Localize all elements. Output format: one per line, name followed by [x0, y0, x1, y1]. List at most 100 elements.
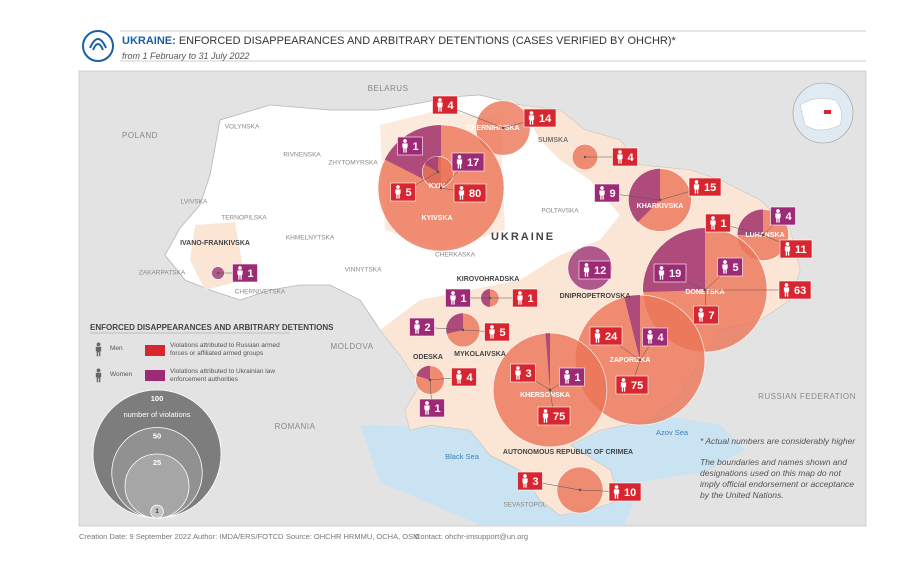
- title-text: ENFORCED DISAPPEARANCES AND ARBITRARY DE…: [178, 35, 676, 47]
- badge-value: 5: [500, 327, 506, 339]
- badge: [705, 213, 731, 233]
- badge-value: 3: [526, 368, 532, 380]
- region-sector-ukrainian: [416, 365, 430, 380]
- legend-title: ENFORCED DISAPPEARANCES AND ARBITRARY DE…: [90, 323, 334, 332]
- oblast-label: CHERKASKA: [435, 252, 476, 259]
- badge-value: 24: [605, 331, 618, 343]
- badge-value: 4: [628, 152, 635, 164]
- badge-value: 1: [575, 372, 581, 384]
- badge-value: 10: [624, 487, 636, 499]
- region-label: MYKOLAIVSKA: [454, 351, 506, 358]
- badge-value: 4: [448, 100, 455, 112]
- legend-size-label: 1: [155, 509, 159, 515]
- region-label: AUTONOMOUS REPUBLIC OF CRIMEA: [503, 449, 633, 456]
- badge-value: 7: [709, 310, 715, 322]
- un-emblem: [82, 30, 114, 62]
- un-emblem-wreath: [89, 38, 107, 51]
- legend-size-label: 25: [153, 458, 161, 467]
- badge-value: 2: [425, 322, 431, 334]
- leader-dot: [578, 488, 582, 492]
- badge-value: 1: [461, 293, 467, 305]
- region-label: CHERNIHIVSKA: [466, 125, 519, 132]
- region-label: KHERSONSKA: [520, 392, 570, 399]
- oblast-label: ZHYTOMYRSKA: [328, 160, 378, 167]
- leader-dot: [216, 271, 220, 275]
- leader-dot: [436, 170, 440, 174]
- badge-value: 63: [794, 285, 806, 297]
- legend-layer: 100 50 25 1 number of violations: [90, 332, 290, 519]
- leader-dot: [501, 126, 505, 130]
- oblast-label: TERNOPILSKA: [221, 215, 267, 222]
- region-sector-ukrainian: [446, 313, 463, 334]
- oblast-label: VOLYNSKA: [225, 124, 260, 131]
- badge-value: 4: [786, 211, 793, 223]
- region-label: KIROVOHRADSKA: [457, 276, 520, 283]
- region-label: KYIVSKA: [421, 215, 452, 222]
- legend-size-label: 50: [153, 431, 161, 440]
- inset-highlight: [824, 110, 831, 114]
- badge-value: 1: [435, 403, 441, 415]
- region-label: KYIV: [429, 183, 446, 190]
- badge: [612, 147, 638, 167]
- oblast-label: KHMELNYTSKA: [286, 235, 335, 242]
- badge: [390, 182, 416, 202]
- badge-value: 1: [528, 293, 534, 305]
- badge-value: 3: [533, 476, 539, 488]
- badge-value: 5: [733, 262, 739, 274]
- leader-dot: [461, 328, 465, 332]
- legend-women: Women: [110, 371, 133, 378]
- badge: [642, 327, 668, 347]
- badge-value: 5: [406, 187, 412, 199]
- badge: [517, 471, 543, 491]
- country-label: RUSSIAN FEDERATION: [758, 392, 856, 401]
- badge: [451, 367, 477, 387]
- subtitle: from 1 February to 31 July 2022: [122, 51, 250, 61]
- legend-ukrainian: Violations attributed to Ukrainian law e…: [170, 368, 276, 383]
- country-label: ROMANIA: [275, 422, 316, 431]
- region-sector-ukrainian: [628, 168, 660, 223]
- leader-dot: [488, 296, 492, 300]
- badge: [232, 263, 258, 283]
- leader-dot: [703, 288, 707, 292]
- leader-dot: [658, 198, 662, 202]
- badge: [559, 367, 585, 387]
- badge-value: 15: [704, 182, 716, 194]
- note: The boundaries and names shown and desig…: [700, 457, 855, 500]
- leader-dot: [583, 155, 587, 159]
- region-label: LUHANSKA: [745, 232, 784, 239]
- badge: [594, 183, 620, 203]
- country-label: POLAND: [122, 131, 158, 140]
- badge-value: 9: [610, 188, 616, 200]
- legend-size-circle: [150, 504, 164, 519]
- country-label: BELARUS: [368, 84, 409, 93]
- badge-value: 1: [721, 218, 727, 230]
- oblast-label: RIVNENSKA: [283, 152, 321, 159]
- badge-value: 75: [631, 380, 643, 392]
- region-label: IVANO-FRANKIVSKA: [180, 240, 250, 247]
- badge: [510, 363, 536, 383]
- oblast-label: CHERNIVETSKA: [235, 289, 286, 296]
- leader-dot: [638, 358, 642, 362]
- legend-russian: Violations attributed to Russian armed f…: [170, 342, 280, 357]
- labels-layer: BELARUS POLAND MOLDOVA ROMANIA RUSSIAN FEDER…: [122, 84, 856, 509]
- badge: [693, 305, 719, 325]
- oblast-label: VINNYTSKA: [345, 267, 383, 274]
- badge: [717, 257, 743, 277]
- badge-value: 80: [469, 188, 481, 200]
- badge: [770, 206, 796, 226]
- affected-area: [380, 105, 800, 515]
- region-sector-ukrainian: [737, 209, 763, 235]
- badge-value: 17: [467, 157, 479, 169]
- badge-value: 11: [795, 244, 807, 256]
- badge: [419, 398, 445, 418]
- footer-item: Creation Date: 9 September 2022: [79, 532, 192, 541]
- country-label: MOLDOVA: [331, 342, 374, 351]
- region-sector-ukrainian: [624, 295, 640, 360]
- badge: [409, 317, 435, 337]
- badge: [432, 95, 458, 115]
- badge: [445, 288, 471, 308]
- note: * Actual numbers are considerably higher: [700, 436, 856, 446]
